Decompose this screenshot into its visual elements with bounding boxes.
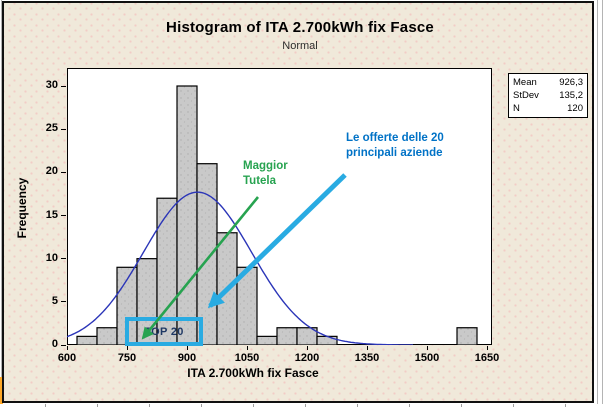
x-tick-label: 750 xyxy=(117,352,137,364)
y-tick-mark xyxy=(61,301,66,303)
selection-corner-accent xyxy=(0,377,3,404)
y-tick-mark xyxy=(61,344,66,346)
y-tick-label: 10 xyxy=(45,251,58,264)
y-tick-label: 20 xyxy=(45,165,58,178)
sheet-gridline-left xyxy=(1,0,2,407)
y-tick-label: 15 xyxy=(45,208,58,221)
x-tick-mark xyxy=(127,346,128,350)
x-tick-label: 1050 xyxy=(234,352,260,364)
stats-label-stdev: StDev xyxy=(513,90,539,101)
x-tick-label: 1200 xyxy=(294,352,320,364)
annotation-green-line1: Maggior xyxy=(243,160,288,172)
x-tick-mark xyxy=(187,346,188,350)
y-tick-label: 0 xyxy=(51,338,58,350)
sheet-gridline-right-1 xyxy=(597,0,598,407)
histogram-bar xyxy=(236,266,258,345)
chart-title: Histogram of ITA 2.700kWh fix Fasce xyxy=(166,19,434,36)
annotation-green-line2: Tutela xyxy=(243,175,277,187)
histogram-bar xyxy=(256,335,278,345)
y-tick-mark xyxy=(61,258,66,260)
x-tick-mark xyxy=(487,346,488,350)
top20-label: TOP 20 xyxy=(144,325,184,338)
x-tick-label: 900 xyxy=(177,352,197,364)
x-tick-label: 1350 xyxy=(354,352,380,364)
histogram-bar xyxy=(456,327,478,345)
stats-row-mean: Mean 926,3 xyxy=(513,77,583,89)
y-tick-mark xyxy=(61,215,66,216)
histogram-bar xyxy=(176,85,198,345)
histogram-bar xyxy=(96,327,118,345)
histogram-bars xyxy=(76,85,478,345)
x-tick-label: 600 xyxy=(57,352,77,364)
stats-value-mean: 926,3 xyxy=(559,77,583,88)
x-tick-mark xyxy=(307,346,308,350)
stats-row-n: N 120 xyxy=(513,103,583,115)
x-tick-label: 1650 xyxy=(474,352,500,364)
x-tick-mark xyxy=(367,346,368,350)
annotation-blue-line1: Le offerte delle 20 xyxy=(346,132,444,144)
y-tick-mark xyxy=(61,171,66,173)
x-tick-mark xyxy=(427,346,428,350)
sheet-row-sliver xyxy=(0,404,604,407)
y-axis-title: Frequency xyxy=(15,177,29,239)
y-tick-label: 5 xyxy=(51,294,58,307)
histogram-bar xyxy=(276,327,298,345)
histogram-bar xyxy=(216,232,238,345)
x-tick-mark xyxy=(247,346,248,350)
x-tick-mark xyxy=(67,346,68,350)
annotation-blue-line2: principali aziende xyxy=(346,147,443,159)
stats-value-stdev: 135,2 xyxy=(559,90,583,101)
y-tick-mark xyxy=(61,85,66,87)
histogram-bar xyxy=(316,335,338,345)
top20-highlight-box: TOP 20 xyxy=(125,317,203,346)
y-tick-label: 30 xyxy=(45,79,58,91)
annotation-maggior-tutela: Maggior Tutela xyxy=(243,159,288,189)
sheet-gridline-right-2 xyxy=(602,0,603,407)
stats-row-stdev: StDev 135,2 xyxy=(513,90,583,102)
chart-subtitle: Normal xyxy=(282,40,318,52)
y-tick-label: 25 xyxy=(45,122,58,135)
annotation-top20-offers: Le offerte delle 20 principali aziende xyxy=(346,131,444,161)
stats-legend: Mean 926,3 StDev 135,2 N 120 xyxy=(508,73,588,118)
histogram-bar xyxy=(76,335,98,345)
x-axis-title: ITA 2.700kWh fix Fasce xyxy=(187,366,319,380)
stats-label-mean: Mean xyxy=(513,77,537,88)
histogram-canvas xyxy=(67,85,478,345)
stats-value-n: 120 xyxy=(567,103,583,114)
x-tick-label: 1500 xyxy=(414,352,440,364)
stats-label-n: N xyxy=(513,103,520,114)
y-tick-mark xyxy=(61,128,66,130)
